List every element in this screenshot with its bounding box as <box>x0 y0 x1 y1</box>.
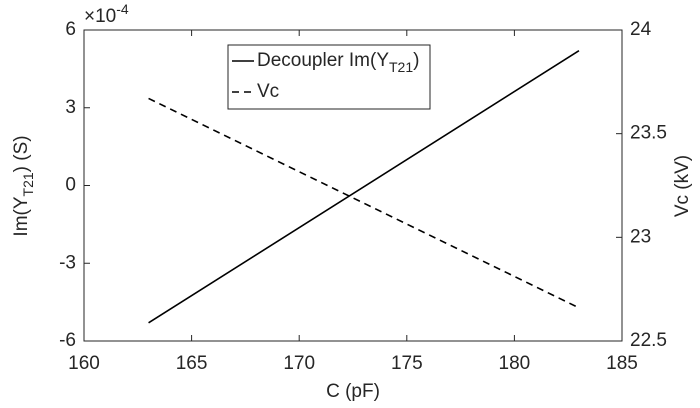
series-line <box>148 50 580 324</box>
legend-label: Decoupler Im(YT21) <box>257 50 419 75</box>
x-tick-label: 180 <box>499 353 531 374</box>
script-text: T21 <box>20 172 36 196</box>
script-text: -4 <box>116 1 129 17</box>
y-tick-label: 0 <box>65 175 76 196</box>
y-tick-label: -6 <box>59 330 76 351</box>
x-axis-label: C (pF) <box>326 381 380 402</box>
y-multiplier: ×10-4 <box>84 1 129 27</box>
legend-label: Vc <box>257 81 279 102</box>
label-text: Im(Y <box>11 196 32 236</box>
y2-tick-label: 22.5 <box>630 330 667 351</box>
label-text: Decoupler Im(Y <box>257 50 389 71</box>
legend-box <box>227 44 431 110</box>
y2-axis-label: Vc (kV) <box>672 155 693 217</box>
y2-tick-label: 23 <box>630 226 651 247</box>
x-tick-label: 175 <box>391 353 423 374</box>
y-tick-label: 3 <box>65 97 76 118</box>
label-text: ) <box>413 50 419 71</box>
series-line <box>148 97 580 309</box>
y-axis-label: Im(YT21) (S) <box>11 135 36 236</box>
x-tick-label: 165 <box>176 353 208 374</box>
x-tick-label: 170 <box>283 353 315 374</box>
label-text: Vc <box>257 81 279 102</box>
label-text: ×10 <box>84 6 116 27</box>
y2-tick-label: 23.5 <box>630 123 667 144</box>
x-tick-label: 185 <box>606 353 638 374</box>
x-tick-label: 160 <box>68 353 100 374</box>
label-text: ) (S) <box>11 135 32 172</box>
y2-tick-label: 24 <box>630 19 652 40</box>
script-text: T21 <box>389 59 413 75</box>
y-tick-label: 6 <box>65 19 76 40</box>
y-tick-label: -3 <box>59 252 76 273</box>
